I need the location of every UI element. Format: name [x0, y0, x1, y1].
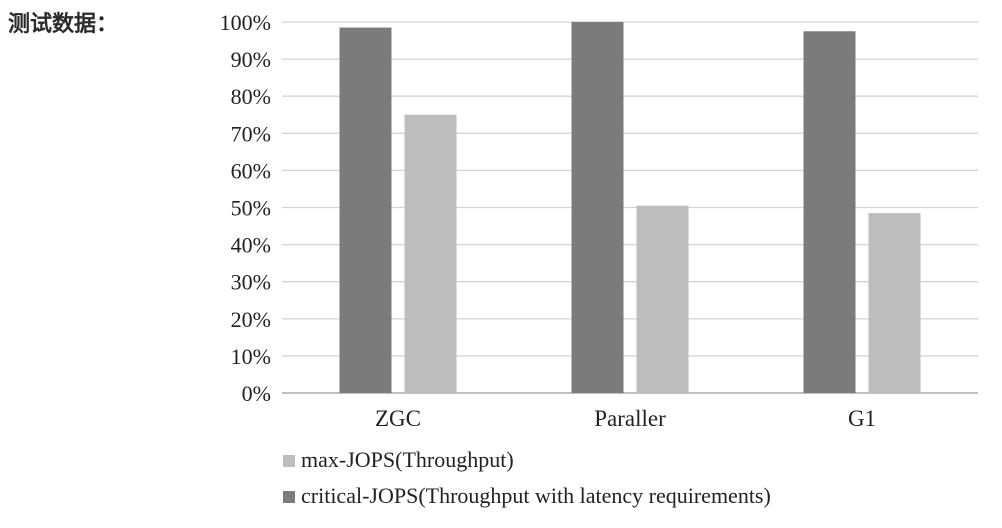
- y-tick-label: 100%: [220, 10, 271, 35]
- y-tick-label: 20%: [231, 307, 271, 332]
- bar-zgc-series-1: [339, 27, 392, 393]
- bar-zgc-series-2: [404, 114, 457, 393]
- legend-swatch: [283, 491, 295, 503]
- category-label: G1: [848, 406, 876, 431]
- y-tick-label: 50%: [231, 196, 271, 221]
- y-tick-label: 80%: [231, 84, 271, 109]
- legend-label: critical-JOPS(Throughput with latency re…: [301, 483, 771, 508]
- page-label: 测试数据：: [8, 12, 119, 37]
- y-tick-label: 70%: [231, 121, 271, 146]
- bars: [339, 22, 921, 394]
- y-tick-label: 60%: [231, 158, 271, 183]
- y-tick-label: 0%: [242, 381, 271, 406]
- y-tick-label: 10%: [231, 344, 271, 369]
- legend-label: max-JOPS(Throughput): [301, 447, 514, 472]
- grid-lines: [282, 21, 978, 394]
- bar-paraller-series-1: [571, 22, 624, 393]
- legend-swatch: [283, 455, 295, 467]
- y-tick-label: 90%: [231, 47, 271, 72]
- category-labels: ZGC Paraller G1: [375, 406, 876, 431]
- y-tick-label: 40%: [231, 233, 271, 258]
- bar-paraller-series-2: [636, 205, 689, 393]
- bar-g1-series-2: [868, 213, 921, 393]
- legend: max-JOPS(Throughput) critical-JOPS(Throug…: [283, 447, 771, 508]
- y-tick-label: 30%: [231, 270, 271, 295]
- category-label: ZGC: [375, 406, 421, 431]
- y-tick-labels: 0% 10% 20% 30% 40% 50% 60% 70% 80% 90% 100%: [220, 10, 271, 406]
- bar-g1-series-1: [803, 31, 856, 394]
- category-label: Paraller: [594, 406, 666, 431]
